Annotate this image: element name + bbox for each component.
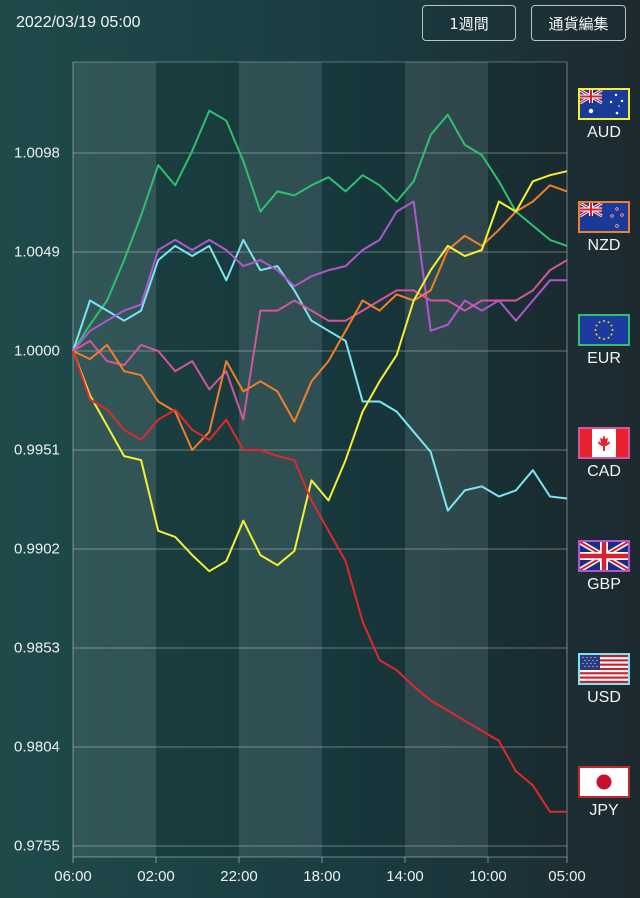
series-lines [72, 109, 568, 813]
legend-item-eur[interactable]: EUR [576, 314, 632, 368]
australia-flag-icon [578, 88, 630, 120]
legend-label: CAD [587, 463, 621, 480]
series-line-eur [72, 109, 568, 352]
legend-label: NZD [587, 237, 621, 254]
uk-flag-icon [578, 540, 630, 572]
y-tick-label: 0.9853 [14, 639, 60, 657]
series-line-usd [72, 238, 568, 512]
background-bands [73, 62, 567, 857]
legend-item-jpy[interactable]: JPY [576, 766, 632, 820]
legend-label: USD [587, 689, 621, 706]
eu-flag-icon [578, 314, 630, 346]
period-button[interactable]: 1週間 [422, 5, 516, 41]
legend-item-cad[interactable]: CAD [576, 427, 632, 481]
x-tick-label: 22:00 [220, 868, 258, 885]
japan-flag-icon [578, 766, 630, 798]
x-tick-label: 18:00 [303, 868, 341, 885]
x-tick-label: 02:00 [137, 868, 175, 885]
legend-label: JPY [589, 802, 619, 819]
y-tick-label: 1.0049 [14, 243, 60, 261]
series-line-aud [72, 170, 568, 573]
y-tick-label: 1.0098 [14, 144, 60, 162]
legend-item-usd[interactable]: USD [576, 653, 632, 707]
us-flag-icon [578, 653, 630, 685]
x-tick-label: 14:00 [386, 868, 424, 885]
legend-item-aud[interactable]: AUD [576, 88, 632, 142]
y-tick-label: 1.0000 [14, 342, 60, 360]
series-line-gbp [72, 200, 567, 352]
y-tick-label: 0.9804 [14, 738, 60, 756]
current-datetime: 2022/03/19 05:00 [16, 14, 141, 31]
legend-label: AUD [587, 124, 621, 141]
x-tick-label: 06:00 [54, 868, 92, 885]
y-tick-label: 0.9755 [14, 837, 60, 855]
edit-currencies-button[interactable]: 通貨編集 [531, 5, 626, 41]
series-line-cad [72, 259, 568, 421]
legend-item-gbp[interactable]: GBP [576, 540, 632, 594]
legend-item-nzd[interactable]: NZD [576, 201, 632, 255]
legend-label: EUR [587, 350, 621, 367]
x-tick-label: 05:00 [548, 868, 586, 885]
gridlines [72, 61, 568, 863]
new-zealand-flag-icon [578, 201, 630, 233]
legend-label: GBP [587, 576, 621, 593]
series-line-jpy [72, 350, 567, 813]
canada-flag-icon [578, 427, 630, 459]
y-tick-label: 0.9902 [14, 540, 60, 558]
x-tick-label: 10:00 [469, 868, 507, 885]
y-tick-label: 0.9951 [14, 441, 60, 459]
